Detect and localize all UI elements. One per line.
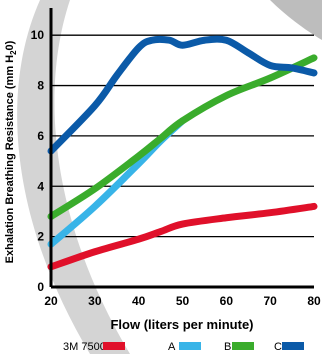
legend-label: A <box>168 341 176 353</box>
series-lines <box>47 35 318 271</box>
x-tick-label: 60 <box>220 294 234 308</box>
y-tick-label: 0 <box>37 280 44 294</box>
y-tick-label: 10 <box>31 28 45 42</box>
x-tick-label: 40 <box>132 294 146 308</box>
legend-label: C <box>274 341 282 353</box>
x-axis-label: Flow (liters per minute) <box>110 317 253 332</box>
background-corner-shape <box>270 0 322 40</box>
axes <box>49 8 314 289</box>
y-tick-label: 8 <box>37 79 44 93</box>
series-line-3 <box>47 35 318 155</box>
legend-swatch <box>179 342 201 350</box>
y-tick-label: 2 <box>37 230 44 244</box>
legend-swatch <box>232 342 254 350</box>
series-line-0 <box>47 202 318 271</box>
legend-swatch <box>282 342 304 350</box>
y-axis-label: Exhalation Breathing Resistance (mm H20) <box>4 40 18 263</box>
background-swoosh <box>17 0 130 354</box>
legend-swatch <box>103 342 125 350</box>
series-line-2 <box>47 54 318 220</box>
tick-labels: 20 30 40 50 60 70 80 0 2 4 6 8 10 <box>31 28 321 308</box>
legend-label: 3M 7500 <box>63 341 106 353</box>
legend: 3M 7500 A B C <box>63 341 304 353</box>
x-tick-label: 50 <box>176 294 190 308</box>
x-tick-label: 70 <box>263 294 277 308</box>
x-tick-label: 30 <box>88 294 102 308</box>
legend-label: B <box>224 341 231 353</box>
grid-lines <box>51 34 314 238</box>
x-tick-label: 20 <box>44 294 58 308</box>
x-tick-label: 80 <box>307 294 321 308</box>
y-tick-label: 4 <box>37 179 44 193</box>
y-tick-label: 6 <box>37 129 44 143</box>
